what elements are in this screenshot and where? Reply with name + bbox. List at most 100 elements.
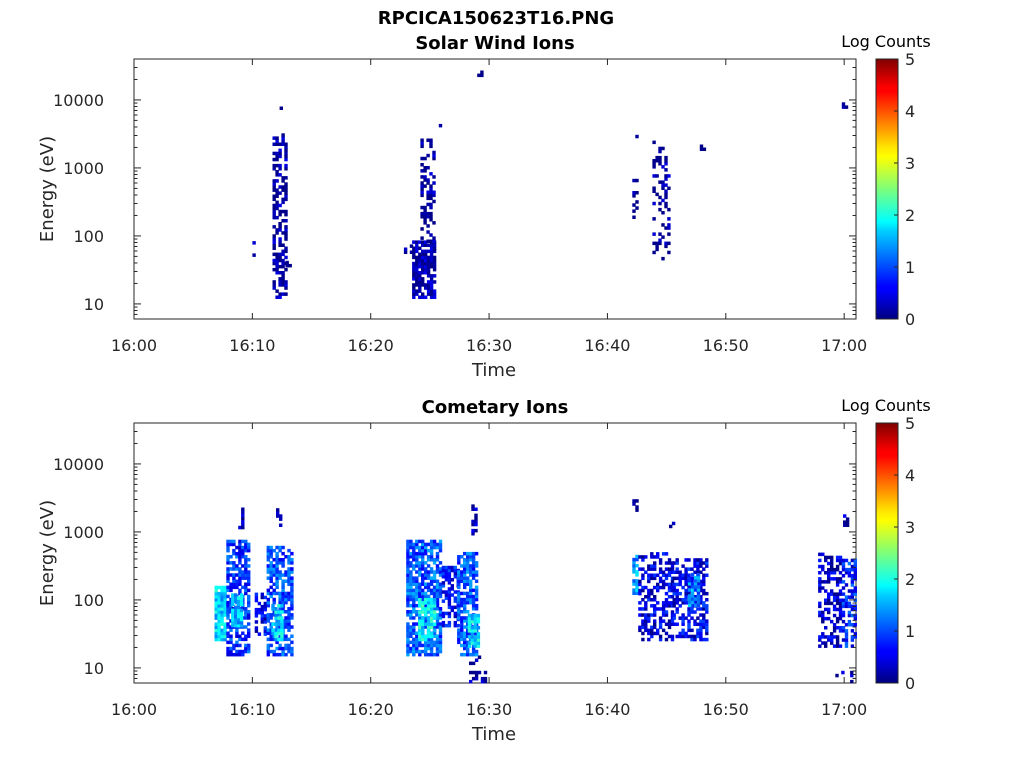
spectrogram-cell [412,555,416,559]
spectrogram-cell [420,181,424,185]
spectrogram-cell [450,587,454,591]
spectrogram-cell [252,241,256,245]
spectrogram-cell [220,601,224,605]
spectrogram-cell [226,616,230,620]
spectrogram-cell [220,595,224,599]
spectrogram-cell [667,174,671,178]
spectrogram-cell [281,646,285,651]
spectrogram-cell [429,625,434,630]
spectrogram-cell [693,622,697,626]
spectrogram-cell [281,179,285,183]
spectrogram-cell [412,594,416,599]
spectrogram-cell [247,646,251,651]
spectrogram-cell [844,623,849,627]
spectrogram-cell [644,585,648,590]
spectrogram-cell [667,186,671,190]
spectrogram-cell [284,237,288,241]
spectrogram-cell [284,634,288,638]
spectrogram-cell [653,561,657,565]
spectrogram-cell [474,649,479,654]
spectrogram-cell [229,619,233,623]
spectrogram-cell [278,597,282,602]
spectrogram-cell [441,568,446,573]
spectrogram-cell [841,629,846,633]
spectrogram-cell [483,679,488,684]
spectrogram-cell [275,289,279,293]
spectrogram-cell [644,601,648,605]
spectrogram-cell [647,564,651,568]
spectrogram-cell [678,576,682,581]
spectrogram-cell [838,644,843,648]
spectrogram-cell [275,564,279,568]
spectrogram-cell [705,622,709,626]
spectrogram-cell [426,585,431,590]
spectrogram-cell [635,573,639,577]
spectrogram-cell [438,643,443,648]
spectrogram-cell [237,623,241,628]
spectrogram-cell [441,565,446,570]
spectrogram-cell [429,637,434,642]
spectrogram-cell [424,548,428,553]
spectrogram-cell [693,575,698,580]
spectrogram-cell [421,264,425,269]
spectrogram-cell [226,594,230,599]
spectrogram-cell [406,542,410,547]
spectrogram-cell [696,607,700,611]
spectrogram-cell [466,646,470,651]
spectrogram-cell [658,625,663,630]
spectrogram-cell [463,561,467,565]
spectrogram-cell [406,591,410,596]
spectrogram-cell [684,598,688,602]
spectrogram-cell [635,570,639,574]
spectrogram-cell [702,625,706,630]
spectrogram-cell [641,631,645,636]
spectrogram-cell [818,552,822,557]
spectrogram-cell [235,573,239,577]
spectrogram-cell [471,603,476,608]
spectrogram-cell [664,598,669,602]
spectrogram-cell [223,607,227,611]
spectrogram-cell [824,601,828,606]
spectrogram-cell [252,253,256,257]
spectrogram-cell [432,199,436,204]
spectrogram-cell [238,573,242,577]
spectrogram-cell [226,555,230,559]
spectrogram-cell [226,567,230,571]
spectrogram-cell [432,604,437,608]
spectrogram-cell [226,640,230,645]
spectrogram-cell [238,582,242,586]
spectrogram-cell [432,190,436,194]
spectrogram-cell [664,183,668,187]
spectrogram-cell [696,591,701,595]
spectrogram-cell [463,579,467,583]
spectrogram-cell [661,256,665,261]
spectrogram-cell [239,596,244,600]
spectrogram-cell [269,622,273,626]
spectrogram-cell [650,625,654,630]
spectrogram-cell [415,283,419,287]
spectrogram-cell [226,558,230,562]
spectrogram-cell [447,593,452,597]
spectrogram-cell [438,625,443,629]
spectrogram-cell [447,599,452,603]
spectrogram-cell [460,652,464,657]
spectrogram-cell [290,600,294,605]
spectrogram-cell [421,631,425,636]
y-tick-label: 10 [84,659,104,678]
spectrogram-cell [281,243,285,247]
spectrogram-cell [263,632,267,636]
spectrogram-cell [290,570,294,574]
spectrogram-cell [853,589,857,593]
spectrogram-cell [244,625,248,629]
spectrogram-cell [690,637,694,642]
spectrogram-cell [426,588,431,593]
spectrogram-cell [247,545,251,550]
spectrogram-cell [415,649,419,654]
spectrogram-cell [421,643,425,648]
spectrogram-cell [652,217,656,221]
spectrogram-cell [290,588,294,593]
spectrogram-cell [457,591,461,596]
spectrogram-cell [244,576,248,580]
spectrogram-cell [426,576,431,580]
spectrogram-cell [274,622,278,626]
